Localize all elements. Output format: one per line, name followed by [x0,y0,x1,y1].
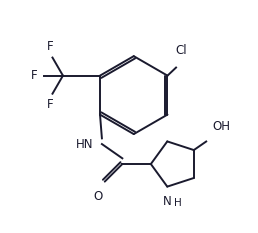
Text: Cl: Cl [175,44,187,57]
Text: F: F [47,98,53,111]
Text: F: F [31,69,38,82]
Text: H: H [174,199,182,209]
Text: F: F [47,40,53,53]
Text: HN: HN [76,137,94,151]
Text: OH: OH [212,120,230,133]
Text: O: O [93,190,102,203]
Text: N: N [163,195,172,208]
